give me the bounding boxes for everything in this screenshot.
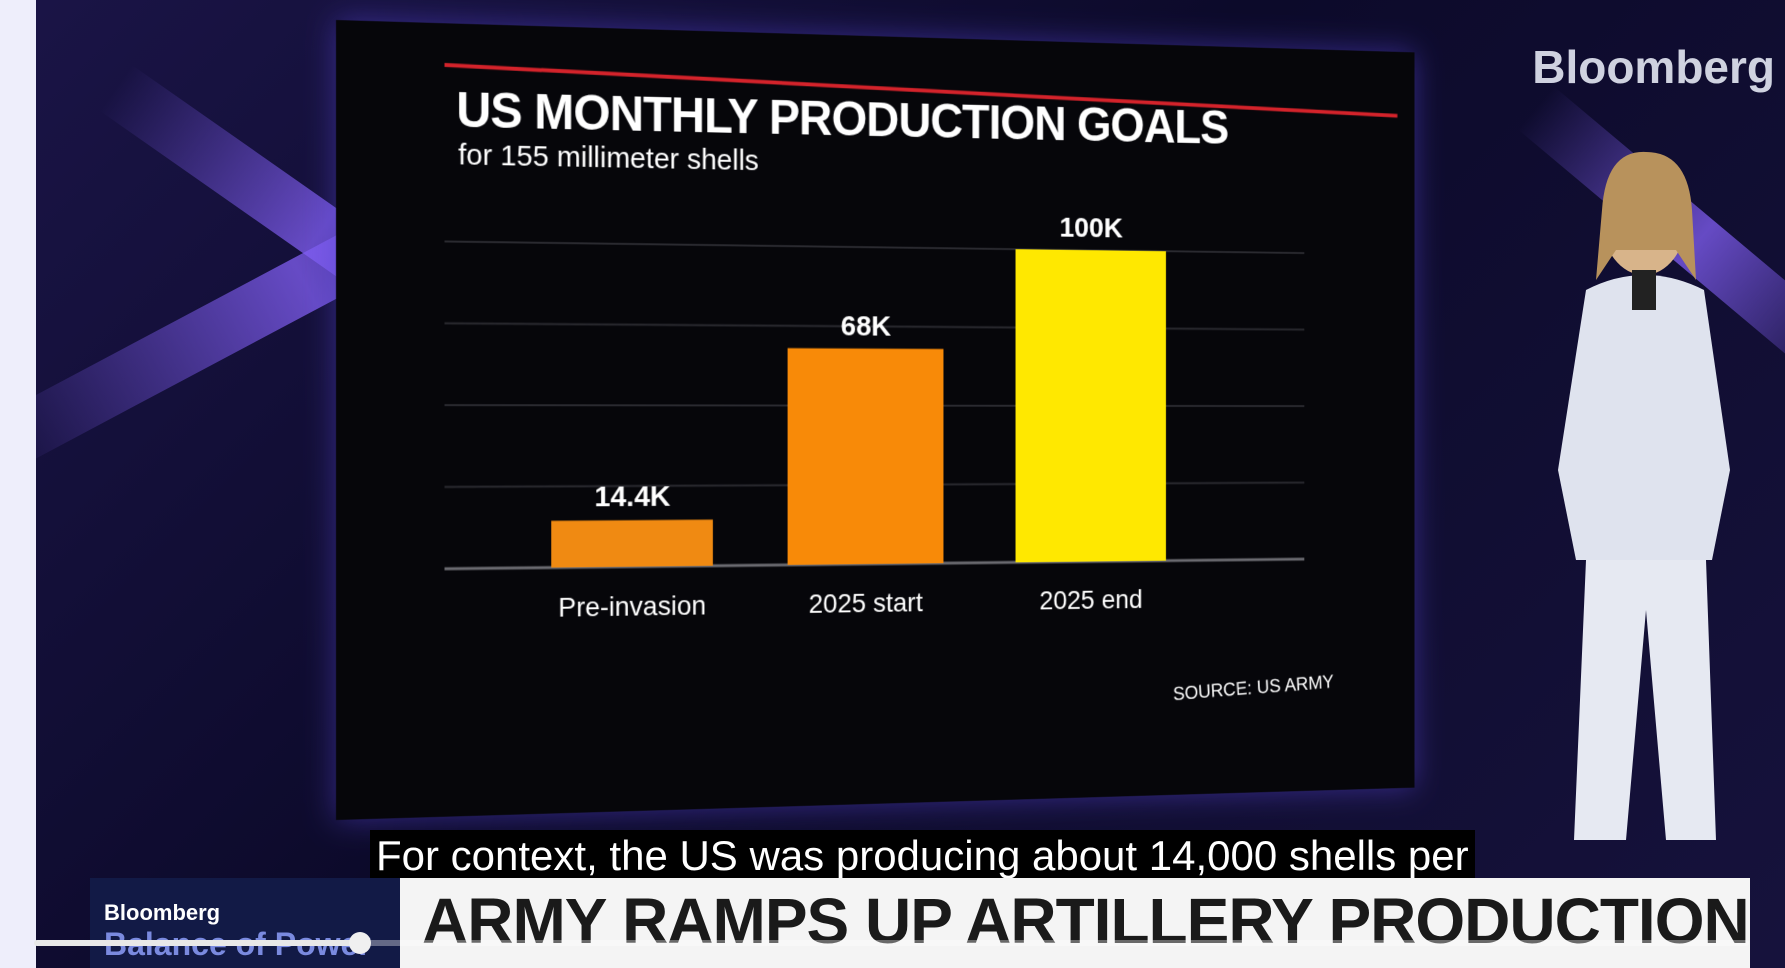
bar-chart: 14.4K Pre-invasion 68K 2025 start 100K 2025 e… [445,192,1305,688]
category-label: 2025 start [809,587,923,618]
bloomberg-logo: Bloomberg [1532,40,1775,94]
presenter [1516,140,1776,860]
bar-value-label: 14.4K [594,481,670,514]
video-progress-bar[interactable] [34,940,1749,946]
gridline [445,241,1305,253]
chart-source: SOURCE: US ARMY [1173,672,1335,706]
bar [1016,249,1166,562]
headline-bar: ARMY RAMPS UP ARTILLERY PRODUCTION [400,878,1750,968]
progress-fill [34,940,360,946]
category-label: Pre-invasion [558,590,706,623]
subtitle-caption: For context, the US was producing about … [370,830,1475,882]
headline: ARMY RAMPS UP ARTILLERY PRODUCTION [422,884,1749,958]
studio-screen: US MONTHLY PRODUCTION GOALS for 155 mill… [336,20,1415,820]
lower-third-banner: Bloomberg Balance of Power ARMY RAMPS UP… [90,878,1750,968]
bar [788,348,944,565]
show-brand: Bloomberg [104,900,220,926]
chart-subtitle: for 155 millimeter shells [458,139,759,178]
bar [551,520,713,568]
category-label: 2025 end [1039,584,1142,615]
video-player[interactable]: US MONTHLY PRODUCTION GOALS for 155 mill… [36,0,1785,968]
progress-scrubber-handle[interactable] [349,932,371,954]
bar-value-label: 68K [841,310,892,342]
show-branding: Bloomberg Balance of Power [90,878,400,968]
bar-value-label: 100K [1059,212,1123,244]
